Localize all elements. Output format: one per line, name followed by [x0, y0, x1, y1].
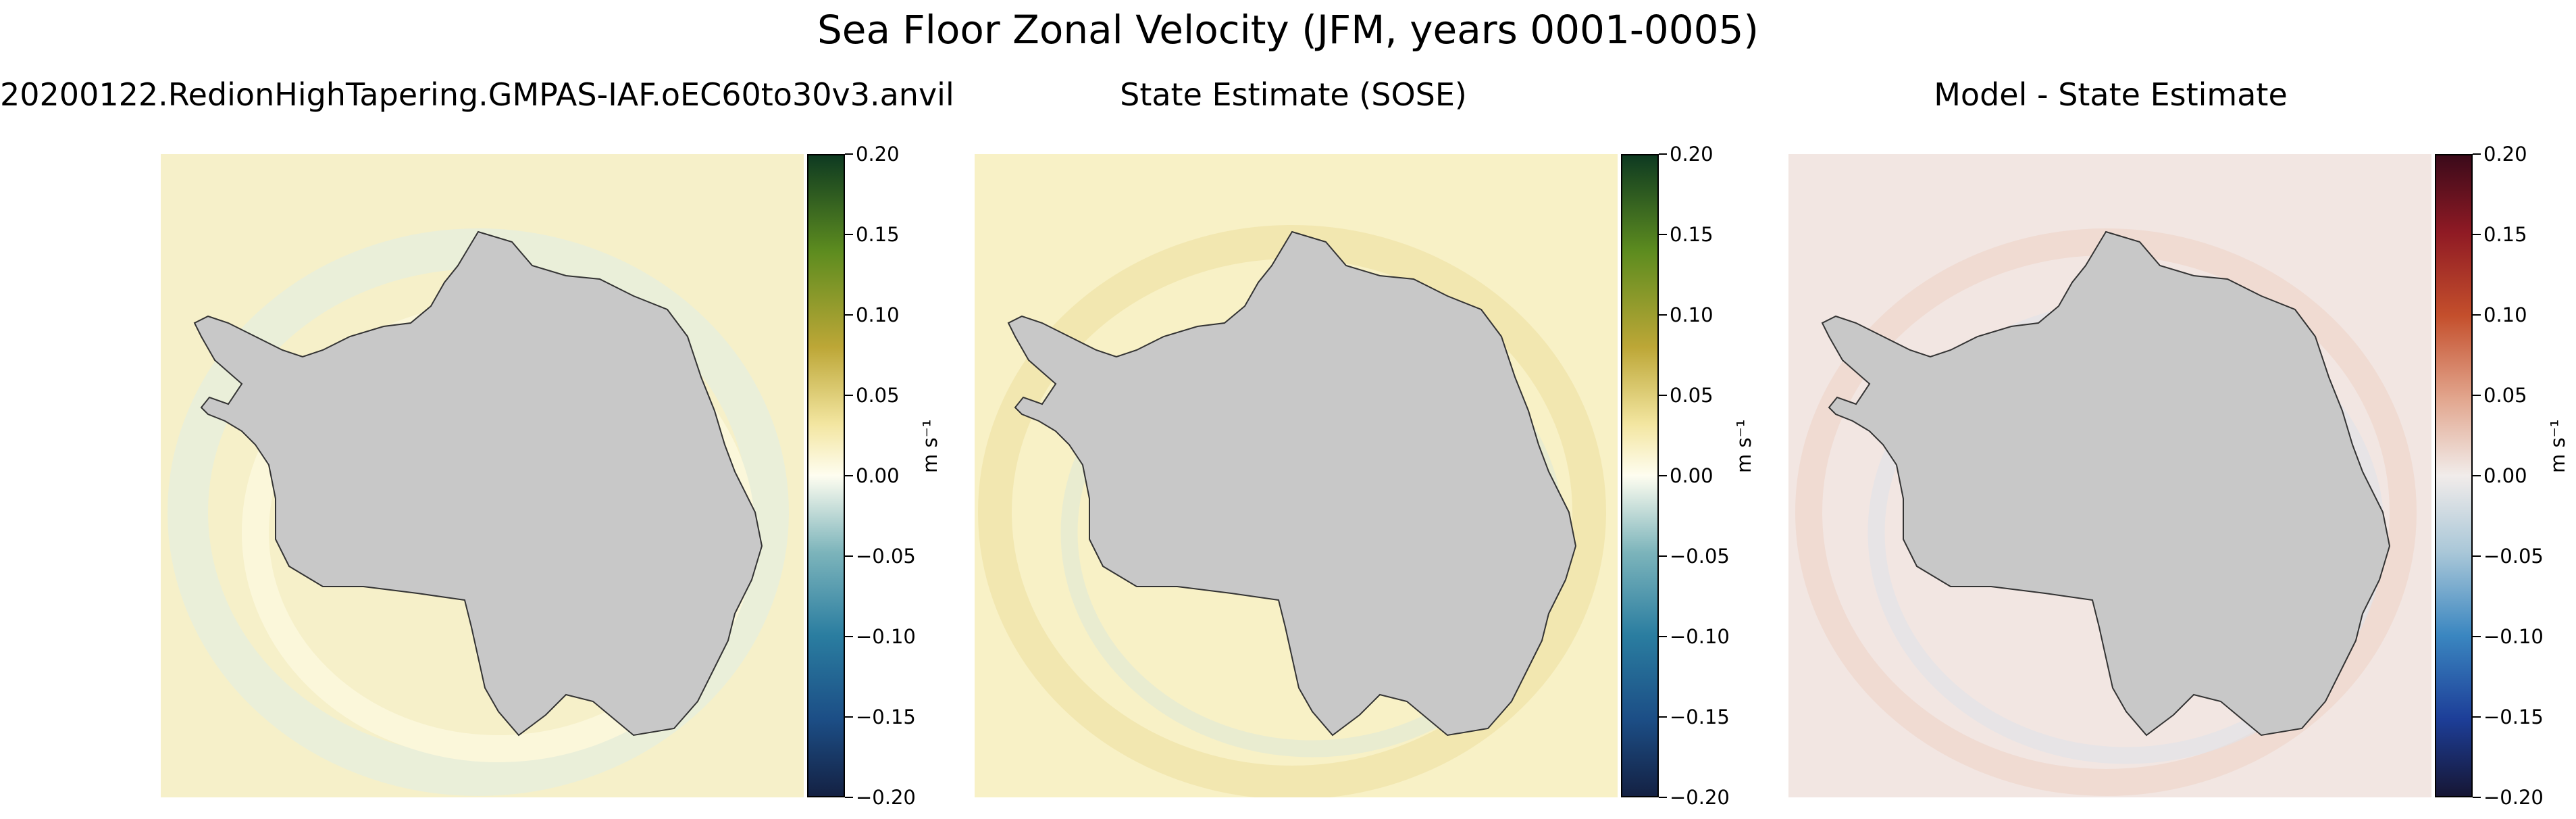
panel-1-tick-mark — [845, 475, 853, 476]
panel-2-antarctica-landmass — [1007, 230, 1577, 737]
panel-3-tick-label: −0.05 — [2483, 545, 2544, 568]
figure-title: Sea Floor Zonal Velocity (JFM, years 000… — [817, 7, 1759, 53]
panel-3-tick-mark — [2473, 153, 2481, 155]
panel-2-tick-mark — [1659, 636, 1667, 637]
panel-2-tick-mark — [1659, 797, 1667, 798]
panel-1-tick-label: 0.20 — [856, 143, 900, 166]
panel-2-tick-label: 0.00 — [1670, 464, 1714, 487]
panel-2-map — [975, 154, 1618, 797]
panel-1-tick-label: 0.05 — [856, 384, 900, 407]
panel-3-tick-label: −0.20 — [2483, 786, 2544, 809]
panel-1-tick-label: 0.00 — [856, 464, 900, 487]
panel-3-title: Model - State Estimate — [1934, 76, 2288, 113]
panel-2-tick-label: −0.10 — [1670, 625, 1730, 648]
panel-1-tick-label: 0.10 — [856, 303, 900, 326]
panel-1-tick-label: −0.15 — [856, 705, 916, 728]
panel-1-tick-mark — [845, 153, 853, 155]
panel-1-tick-mark — [845, 395, 853, 396]
panel-2-tick-label: 0.05 — [1670, 384, 1714, 407]
panel-3-tick-mark — [2473, 555, 2481, 557]
panel-3-tick-mark — [2473, 716, 2481, 718]
panel-3-tick-label: 0.05 — [2483, 384, 2527, 407]
panel-1-tick-label: −0.05 — [856, 545, 916, 568]
panel-3-tick-label: −0.10 — [2483, 625, 2544, 648]
panel-3-antarctica-landmass — [1821, 230, 2391, 737]
panel-1-colorbar — [807, 154, 845, 797]
panel-3-tick-mark — [2473, 314, 2481, 316]
panel-1-tick-label: −0.20 — [856, 786, 916, 809]
panel-1-tick-mark — [845, 636, 853, 637]
panel-1-tick-mark — [845, 555, 853, 557]
panel-1-tick-mark — [845, 314, 853, 316]
panel-1-antarctica-landmass — [193, 230, 763, 737]
panel-3-tick-mark — [2473, 636, 2481, 637]
panel-2-tick-label: 0.10 — [1670, 303, 1714, 326]
panel-3-tick-label: −0.15 — [2483, 705, 2544, 728]
panel-2-tick-mark — [1659, 475, 1667, 476]
panel-1-tick-label: −0.10 — [856, 625, 916, 648]
panel-2-tick-label: −0.05 — [1670, 545, 1730, 568]
panel-1-tick-mark — [845, 797, 853, 798]
panel-2-colorbar — [1621, 154, 1659, 797]
panel-2-tick-mark — [1659, 555, 1667, 557]
panel-2-colorbar-label: m s⁻¹ — [1732, 419, 1755, 473]
panel-3-tick-mark — [2473, 234, 2481, 235]
panel-1-tick-mark — [845, 234, 853, 235]
panel-2-tick-label: −0.15 — [1670, 705, 1730, 728]
panel-3-tick-label: 0.10 — [2483, 303, 2527, 326]
panel-1-map — [161, 154, 804, 797]
panel-2-tick-mark — [1659, 234, 1667, 235]
panel-2-tick-mark — [1659, 716, 1667, 718]
panel-3-tick-label: 0.20 — [2483, 143, 2527, 166]
panel-3-tick-mark — [2473, 797, 2481, 798]
panel-1-title: 20200122.RedionHighTapering.GMPAS-IAF.oE… — [0, 76, 954, 113]
panel-1-tick-label: 0.15 — [856, 223, 900, 246]
panel-2-tick-mark — [1659, 153, 1667, 155]
panel-2-tick-label: 0.20 — [1670, 143, 1714, 166]
panel-2-tick-label: −0.20 — [1670, 786, 1730, 809]
panel-3-tick-mark — [2473, 475, 2481, 476]
panel-2-tick-label: 0.15 — [1670, 223, 1714, 246]
panel-3-tick-label: 0.00 — [2483, 464, 2527, 487]
panel-3-tick-mark — [2473, 395, 2481, 396]
panel-3-colorbar — [2435, 154, 2473, 797]
panel-2-tick-mark — [1659, 395, 1667, 396]
panel-3-map — [1788, 154, 2431, 797]
panel-3-colorbar-label: m s⁻¹ — [2546, 419, 2569, 473]
panel-1-tick-mark — [845, 716, 853, 718]
panel-3-tick-label: 0.15 — [2483, 223, 2527, 246]
panel-1-colorbar-label: m s⁻¹ — [919, 419, 942, 473]
panel-2-tick-mark — [1659, 314, 1667, 316]
panel-2-title: State Estimate (SOSE) — [1120, 76, 1467, 113]
